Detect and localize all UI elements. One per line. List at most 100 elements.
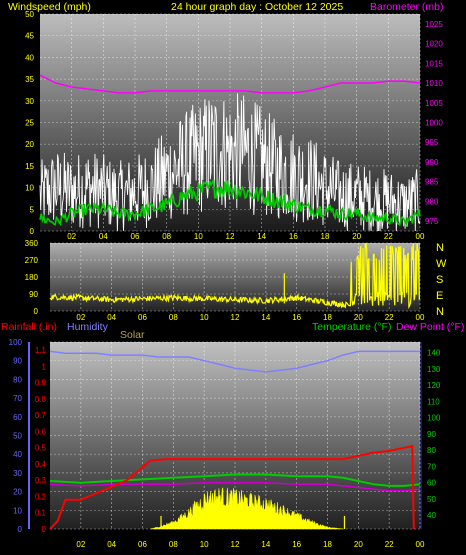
y-tick-label-rain: 0 [42, 525, 47, 534]
solar-label: Solar [120, 329, 145, 341]
x-tick-label: 06 [131, 232, 140, 241]
y-tick-label-barometer: 975 [425, 217, 439, 226]
y-tick-label-wind: 35 [25, 75, 34, 84]
y-tick-label-temperature: 100 [427, 414, 441, 423]
x-tick-label: 12 [226, 232, 235, 241]
y-tick-label-barometer: 1000 [425, 119, 443, 128]
y-tick-label-rain: 0.8 [35, 395, 47, 404]
y-tick-label-wind: 25 [25, 119, 34, 128]
y-tick-label-humidity: 30 [13, 469, 22, 478]
y-tick-label-rain: 0.2 [35, 492, 47, 501]
x-tick-label: 00 [416, 540, 425, 549]
x-tick-label: 06 [138, 313, 147, 322]
temperature-axis-label: Temperature (°F) [312, 321, 391, 333]
x-tick-label: 10 [200, 313, 209, 322]
x-tick-label: 04 [107, 540, 116, 549]
y-tick-label-temperature: 60 [427, 479, 436, 488]
windspeed-line [39, 93, 421, 232]
y-tick-label-humidity: 20 [13, 488, 22, 497]
x-tick-label: 06 [138, 540, 147, 549]
y-tick-label-temperature: 80 [427, 446, 436, 455]
y-tick-label-rain: 0.1 [35, 509, 47, 518]
x-tick-label: 10 [200, 540, 209, 549]
y-tick-label-humidity: 0 [18, 525, 23, 534]
y-tick-label-humidity: 10 [13, 506, 22, 515]
y-tick-label-barometer: 1025 [425, 20, 443, 29]
y-tick-label-humidity: 90 [13, 357, 22, 366]
x-tick-label: 08 [169, 313, 178, 322]
x-tick-label: 12 [231, 540, 240, 549]
x-tick-label: 20 [352, 232, 361, 241]
y-tick-label-direction: 360 [25, 239, 39, 248]
humidity-axis-label: Humidity [67, 321, 109, 333]
y-tick-label-rain: 0.5 [35, 444, 47, 453]
y-tick-label-direction: 180 [25, 273, 39, 282]
y-tick-label-wind: 20 [25, 140, 34, 149]
y-tick-label-direction: 90 [29, 290, 38, 299]
y-tick-label-humidity: 80 [13, 375, 22, 384]
y-tick-label-rain: 0.9 [35, 379, 47, 388]
x-tick-label: 12 [231, 313, 240, 322]
x-tick-label: 20 [354, 540, 363, 549]
x-tick-label: 00 [416, 313, 425, 322]
barometer-line [39, 74, 421, 94]
gust-line [39, 179, 421, 227]
y-tick-label-barometer: 990 [425, 158, 439, 167]
compass-e: E [436, 290, 443, 302]
y-tick-label-wind: 15 [25, 162, 34, 171]
x-tick-label: 14 [261, 540, 270, 549]
x-tick-label: 08 [162, 232, 171, 241]
y-tick-label-wind: 50 [25, 10, 34, 19]
humidity-line [49, 350, 420, 373]
x-tick-label: 16 [292, 540, 301, 549]
y-tick-label-barometer: 1020 [425, 40, 443, 49]
x-tick-label: 22 [384, 232, 393, 241]
barometer-axis-label: Barometer (mb) [370, 1, 444, 13]
x-tick-label: 18 [323, 313, 332, 322]
x-tick-label: 20 [354, 313, 363, 322]
y-tick-label-barometer: 1010 [425, 79, 443, 88]
y-tick-label-rain: 0.6 [35, 427, 47, 436]
y-tick-label-wind: 40 [25, 53, 34, 62]
y-tick-label-humidity: 100 [9, 338, 23, 347]
x-tick-label: 18 [323, 540, 332, 549]
y-tick-label-barometer: 1015 [425, 59, 443, 68]
y-tick-label-humidity: 40 [13, 450, 22, 459]
x-tick-label: 16 [292, 313, 301, 322]
x-tick-label: 22 [385, 313, 394, 322]
chart-title: 24 hour graph day : October 12 2025 [171, 1, 343, 13]
compass-n-bottom: N [436, 306, 444, 318]
rainfall-line [49, 444, 415, 530]
x-tick-label: 02 [67, 232, 76, 241]
y-tick-label-temperature: 140 [427, 349, 441, 358]
x-tick-label: 18 [321, 232, 330, 241]
y-tick-label-barometer: 985 [425, 178, 439, 187]
y-tick-label-rain: 0.4 [35, 460, 47, 469]
x-tick-label: 14 [257, 232, 266, 241]
solar-area [150, 487, 343, 530]
y-tick-label-rain: 0.3 [35, 476, 47, 485]
dew-point-axis-label: Dew Point (°F) [396, 321, 464, 333]
y-tick-label-temperature: 70 [427, 462, 436, 471]
rainfall-axis-label: Rainfall (.in) [1, 321, 57, 333]
y-tick-label-temperature: 110 [427, 397, 440, 406]
x-tick-label: 02 [76, 313, 85, 322]
x-tick-label: 04 [99, 232, 108, 241]
x-tick-label: 00 [416, 232, 425, 241]
x-tick-label: 08 [169, 540, 178, 549]
y-tick-label-barometer: 995 [425, 138, 439, 147]
y-tick-label-wind: 0 [30, 227, 35, 236]
x-tick-label: 16 [289, 232, 298, 241]
x-tick-label: 04 [107, 313, 116, 322]
y-tick-label-rain: 1 [42, 362, 47, 371]
y-tick-label-humidity: 70 [13, 394, 22, 403]
x-tick-label: 10 [194, 232, 203, 241]
dew-point-line [49, 481, 421, 492]
x-tick-label: 14 [261, 313, 270, 322]
y-tick-label-wind: 30 [25, 97, 34, 106]
compass-s: S [436, 274, 443, 286]
y-tick-label-temperature: 50 [427, 495, 436, 504]
wind-axis-label: Windspeed (mph) [8, 1, 91, 13]
y-tick-label-rain: 0.7 [35, 411, 47, 420]
y-tick-label-humidity: 60 [13, 413, 22, 422]
